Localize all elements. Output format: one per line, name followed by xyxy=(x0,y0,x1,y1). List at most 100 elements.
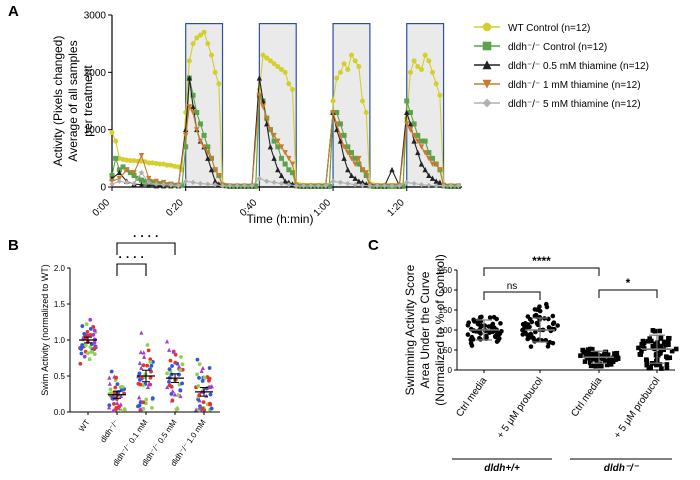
data-point-wt xyxy=(348,52,354,58)
data-point-t5 xyxy=(197,180,204,187)
data-point-t1 xyxy=(407,127,414,133)
panel-b-point xyxy=(109,369,114,374)
panel-c-point xyxy=(659,366,664,371)
panel-c-ytick-label: 0 xyxy=(448,366,453,375)
data-point-t05 xyxy=(337,138,344,144)
data-point-t1 xyxy=(109,178,115,185)
panel-b-point xyxy=(142,354,147,359)
data-point-wt xyxy=(334,75,340,81)
panel-b-point xyxy=(169,384,174,389)
data-point-t5 xyxy=(205,181,211,187)
panel-c-xtick-label: + 5 μM probucol xyxy=(612,375,662,440)
panel-b-point xyxy=(168,358,173,363)
data-point-wt xyxy=(113,138,119,144)
panel-b-point xyxy=(88,345,93,349)
panel-c-point xyxy=(494,339,500,344)
panel-c-point xyxy=(468,337,474,343)
panel-b-point xyxy=(92,346,97,351)
data-point-t05 xyxy=(264,121,270,127)
data-point-t1 xyxy=(205,150,211,156)
panel-b-sig-bracket xyxy=(116,242,176,255)
data-point-t5 xyxy=(175,183,181,189)
panel-b-point xyxy=(85,329,90,334)
panel-b-point xyxy=(115,382,120,387)
data-point-t05 xyxy=(341,155,347,161)
data-point-wt xyxy=(205,41,211,47)
panel-c-point xyxy=(612,351,617,356)
data-point-t5 xyxy=(271,179,277,186)
data-point-ko xyxy=(422,138,428,144)
panel-b-point xyxy=(141,406,146,411)
data-point-wt xyxy=(330,98,336,104)
panel-b-point xyxy=(91,333,96,337)
data-point-t05 xyxy=(271,155,277,161)
data-point-t05 xyxy=(186,75,193,81)
panel-c-point xyxy=(525,314,531,319)
panel-c-xtick-label: + 5 μM probucol xyxy=(495,375,545,440)
data-point-t5 xyxy=(249,183,255,189)
data-point-t1 xyxy=(256,92,263,99)
panel-c-point xyxy=(657,328,662,334)
panel-a-ytick-label: 3000 xyxy=(84,11,107,22)
panel-c-point xyxy=(497,336,502,341)
panel-b-point xyxy=(82,331,87,336)
panel-b-point xyxy=(145,343,150,347)
data-point-wt xyxy=(109,130,115,136)
group-label-wt: dldh+/+ xyxy=(484,463,520,474)
panel-b-point xyxy=(207,366,212,370)
data-point-ko xyxy=(404,98,410,104)
data-point-t1 xyxy=(190,109,196,116)
panel-c-group-1 xyxy=(520,301,560,349)
legend-marker-t1 xyxy=(482,79,492,89)
panel-c-point xyxy=(520,327,525,333)
panel-b-point xyxy=(147,381,152,387)
legend-marker-t05 xyxy=(482,60,492,70)
data-point-t1 xyxy=(334,121,340,127)
panel-b-point xyxy=(117,404,121,409)
panel-c-ylabel-2: Area Under the Curve xyxy=(418,271,432,388)
panel-b-point xyxy=(199,368,204,373)
panel-b-point xyxy=(179,355,183,359)
data-point-t05 xyxy=(437,179,443,185)
panel-b-point xyxy=(148,360,153,364)
panel-b-point xyxy=(173,360,178,365)
panel-c-point xyxy=(529,319,535,325)
panel-b-point xyxy=(150,396,155,401)
panel-b-point xyxy=(114,375,118,380)
panel-b-point xyxy=(112,401,116,406)
legend-label-t05: dldh⁻/⁻ 0.5 mM thiamine (n=12) xyxy=(508,61,649,72)
panel-b-point xyxy=(145,384,151,390)
panel-b-point xyxy=(79,351,84,356)
data-point-wt xyxy=(190,41,196,47)
panel-a-ylabel-3: per treatment xyxy=(81,65,95,137)
panel-b-point xyxy=(195,372,200,377)
data-point-t1 xyxy=(271,132,277,139)
data-point-t05 xyxy=(282,178,288,184)
panel-c-point xyxy=(550,340,556,346)
panel-c-point xyxy=(526,335,532,341)
data-point-wt xyxy=(290,87,296,93)
data-point-t5 xyxy=(345,180,351,187)
data-point-t05 xyxy=(205,155,211,161)
group-label-ko: dldh⁻/⁻ xyxy=(604,463,640,474)
panel-b-point xyxy=(92,352,97,356)
panel-b-point xyxy=(178,388,183,393)
panel-c-point xyxy=(648,365,653,370)
data-point-ko xyxy=(345,144,351,150)
data-point-wt xyxy=(197,32,203,38)
legend-marker-ko xyxy=(482,41,492,51)
data-point-t1 xyxy=(418,144,425,150)
data-point-ko xyxy=(286,167,292,173)
data-point-t1 xyxy=(212,167,218,173)
data-point-wt xyxy=(407,69,413,75)
data-point-ko xyxy=(120,164,126,170)
data-point-wt xyxy=(430,69,436,75)
panel-b-point xyxy=(107,381,112,386)
panel-c-point xyxy=(673,346,679,352)
data-point-ko xyxy=(275,144,281,150)
panel-c-point xyxy=(497,331,503,337)
data-point-wt xyxy=(363,109,369,115)
panel-b-sig-label: · · · · xyxy=(119,250,145,264)
data-point-wt xyxy=(271,61,277,67)
panel-letter-b: B xyxy=(8,237,19,254)
